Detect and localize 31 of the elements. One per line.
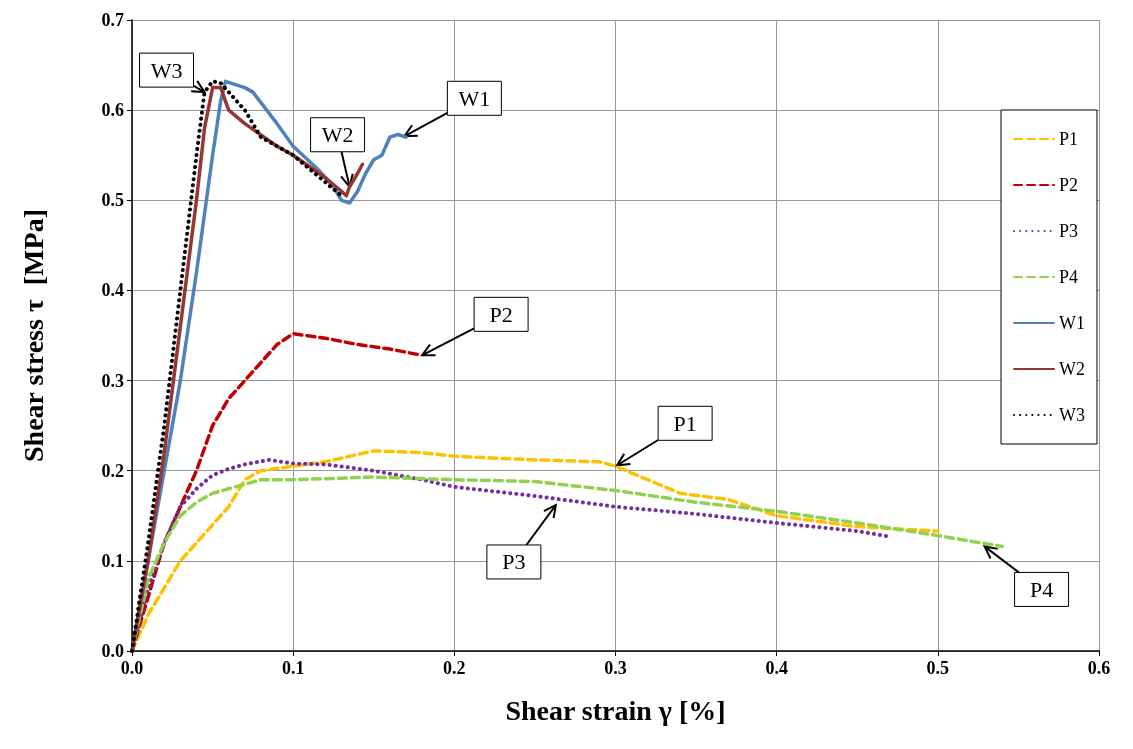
x-tick-label: 0.5 <box>926 658 950 678</box>
legend-label: P2 <box>1059 175 1079 195</box>
annotation: P2 <box>489 301 513 327</box>
x-tick-label: 0.4 <box>765 658 788 678</box>
annotation: P3 <box>502 549 526 575</box>
legend-label: W1 <box>1059 313 1086 333</box>
y-tick-label: 0.3 <box>101 370 124 391</box>
x-axis-title: Shear strain γ [%] <box>505 694 726 726</box>
legend-label: P3 <box>1059 221 1079 241</box>
annotation: P1 <box>673 410 697 436</box>
x-tick-label: 0.2 <box>443 658 466 678</box>
y-tick-label: 0.7 <box>101 10 124 30</box>
y-tick-label: 0.4 <box>101 280 124 301</box>
annotation: W1 <box>458 85 491 111</box>
legend-label: W3 <box>1059 405 1086 425</box>
y-tick-label: 0.0 <box>101 641 124 661</box>
y-tick-label: 0.6 <box>101 100 124 121</box>
x-tick-label: 0.1 <box>281 658 305 678</box>
legend-label: W2 <box>1059 359 1086 379</box>
y-tick-label: 0.2 <box>101 460 124 481</box>
annotation: W3 <box>150 57 183 83</box>
x-tick-label: 0.3 <box>604 658 627 678</box>
x-tick-label: 0.6 <box>1087 658 1111 678</box>
legend-label: P1 <box>1059 129 1079 149</box>
annotation: W2 <box>321 122 354 148</box>
y-axis-title: Shear stress τ [MPa] <box>17 209 49 462</box>
y-tick-label: 0.5 <box>101 190 124 211</box>
x-tick-label: 0.0 <box>120 658 144 678</box>
y-tick-label: 0.1 <box>101 550 124 571</box>
annotation: P4 <box>1029 576 1054 602</box>
legend-label: P4 <box>1059 267 1079 287</box>
